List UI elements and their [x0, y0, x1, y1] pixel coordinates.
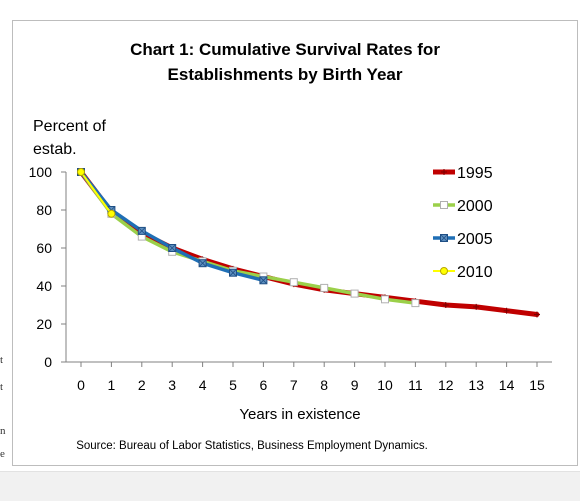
legend-marker-2010 — [440, 267, 448, 275]
data-point-2010 — [77, 168, 85, 176]
edge-fragment: n — [0, 425, 6, 437]
y-axis-label-line-2: estab. — [33, 141, 77, 158]
chart-title: Chart 1: Cumulative Survival Rates for E… — [130, 40, 440, 84]
data-point-1995 — [473, 303, 480, 310]
data-point-2005 — [198, 259, 207, 268]
data-point-2005 — [168, 244, 177, 252]
y-tick-label: 60 — [36, 240, 52, 256]
data-point-1995 — [534, 311, 540, 318]
series-line-2000 — [79, 170, 418, 305]
x-tick-label: 13 — [468, 377, 484, 393]
x-axis-label: Years in existence — [239, 406, 360, 423]
legend-label-2005: 2005 — [457, 231, 493, 248]
data-point-1995 — [442, 302, 449, 308]
x-tick-label: 4 — [199, 377, 207, 393]
legend-marker-2005 — [440, 234, 448, 242]
legend-entry-2000: 2000 — [433, 198, 493, 215]
legend-entry-2005: 2005 — [433, 231, 493, 248]
x-tick-label: 3 — [168, 377, 176, 393]
data-point-2000 — [289, 278, 298, 287]
data-point-2000 — [350, 289, 359, 298]
x-tick-label: 11 — [408, 377, 423, 393]
series-group — [77, 168, 540, 318]
x-tick-label: 8 — [320, 377, 328, 393]
marker-cross — [440, 234, 448, 242]
source-note: Source: Bureau of Labor Statistics, Busi… — [76, 440, 428, 452]
x-tick-label: 1 — [108, 377, 116, 393]
bottom-strip — [0, 471, 580, 501]
legend-label-1995: 1995 — [457, 165, 493, 182]
y-axis-label-line-1: Percent of — [33, 118, 106, 135]
x-tick-label: 5 — [229, 377, 237, 393]
marker-cross — [260, 277, 267, 284]
data-point-2010 — [107, 209, 116, 218]
data-point-2005 — [137, 226, 146, 235]
marker-cross — [138, 227, 146, 235]
y-tick-label: 80 — [36, 202, 52, 218]
edge-fragment: t — [0, 354, 4, 366]
series-2010 — [77, 168, 116, 218]
series-2000 — [77, 168, 420, 308]
legend-label-2010: 2010 — [457, 264, 493, 281]
data-point-2005 — [259, 276, 268, 285]
x-tick-label: 7 — [290, 377, 298, 393]
series-line-2005 — [79, 170, 266, 283]
chart-title-line-2: Establishments by Birth Year — [168, 65, 403, 84]
x-tick-label: 14 — [499, 377, 515, 393]
y-tick-label: 20 — [36, 316, 52, 332]
x-tick-label: 9 — [351, 377, 359, 393]
legend: 1995 2000 2005 2010 — [433, 165, 493, 281]
x-tick-label: 15 — [529, 377, 545, 393]
series-2005 — [77, 168, 268, 285]
x-tick-label: 12 — [438, 377, 454, 393]
marker-cross — [229, 269, 237, 276]
x-tick-label: 6 — [260, 377, 268, 393]
legend-entry-1995: 1995 — [433, 165, 493, 182]
y-tick-label: 100 — [29, 164, 53, 180]
data-point-2000 — [411, 299, 420, 308]
legend-label-2000: 2000 — [457, 198, 493, 215]
legend-entry-2010: 2010 — [433, 264, 493, 281]
legend-marker-1995 — [441, 169, 447, 175]
data-point-2000 — [320, 283, 329, 292]
y-tick-label: 40 — [36, 278, 52, 294]
legend-marker-2000 — [440, 201, 448, 209]
chart-title-line-1: Chart 1: Cumulative Survival Rates for — [130, 40, 440, 59]
marker-cross — [168, 244, 176, 252]
y-tick-label: 0 — [44, 354, 52, 370]
chart-frame — [12, 20, 578, 466]
data-point-2000 — [381, 295, 389, 304]
edge-fragment: t — [0, 381, 4, 393]
x-tick-label: 0 — [77, 377, 85, 393]
x-tick-label: 10 — [377, 377, 393, 393]
data-point-1995 — [503, 307, 510, 314]
x-tick-label: 2 — [138, 377, 146, 393]
edge-fragment: e — [0, 448, 5, 460]
data-point-2005 — [229, 268, 237, 277]
marker-cross — [199, 259, 206, 267]
series-line-2010 — [80, 171, 113, 215]
